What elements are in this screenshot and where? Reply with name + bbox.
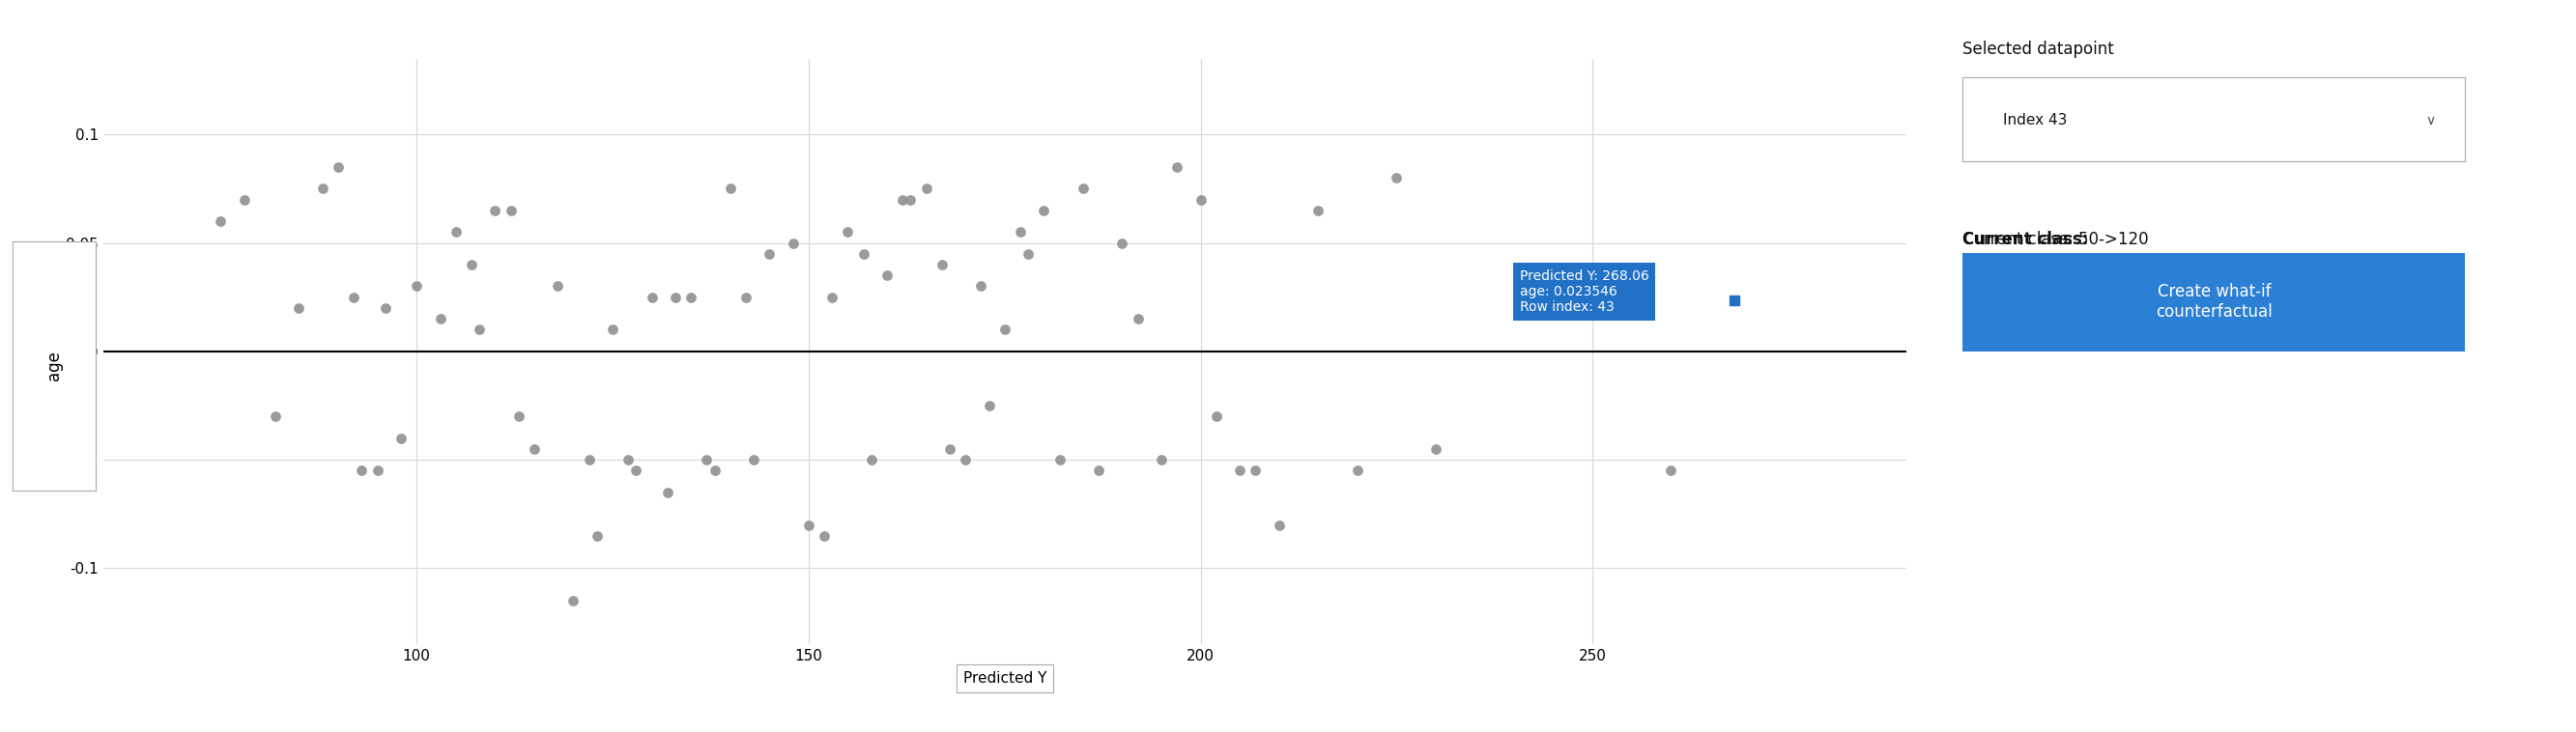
Point bbox=[317, 161, 358, 173]
Point bbox=[788, 519, 829, 531]
Point bbox=[889, 194, 930, 206]
Point bbox=[804, 530, 845, 542]
Text: Current class:: Current class: bbox=[1963, 231, 2089, 248]
Point bbox=[1180, 194, 1221, 206]
Text: Selected datapoint: Selected datapoint bbox=[1963, 40, 2115, 58]
Point bbox=[608, 454, 649, 466]
Point bbox=[381, 433, 422, 444]
Point bbox=[930, 443, 971, 455]
Point bbox=[301, 183, 343, 195]
Point bbox=[999, 226, 1041, 238]
Text: Index 43: Index 43 bbox=[2004, 113, 2066, 128]
Point bbox=[922, 258, 963, 270]
Text: age: age bbox=[46, 351, 62, 381]
Point bbox=[984, 324, 1025, 335]
Point bbox=[332, 291, 374, 303]
Point bbox=[1061, 183, 1103, 195]
Point bbox=[1713, 294, 1754, 306]
Point bbox=[850, 454, 891, 466]
Point bbox=[358, 465, 399, 477]
Point bbox=[1234, 465, 1275, 477]
Point bbox=[420, 313, 461, 325]
Point bbox=[1376, 172, 1417, 184]
Point bbox=[616, 465, 657, 477]
Point bbox=[592, 324, 634, 335]
Point bbox=[1218, 465, 1260, 477]
Point bbox=[201, 215, 242, 227]
Point bbox=[435, 226, 477, 238]
Point bbox=[827, 226, 868, 238]
Point bbox=[726, 291, 768, 303]
Point bbox=[1157, 161, 1198, 173]
Point bbox=[734, 454, 775, 466]
Point bbox=[497, 411, 538, 422]
Point bbox=[811, 291, 853, 303]
Point bbox=[842, 248, 884, 260]
Point bbox=[577, 530, 618, 542]
Point bbox=[489, 204, 531, 216]
Point bbox=[969, 400, 1010, 411]
Point bbox=[907, 183, 948, 195]
Text: ∨: ∨ bbox=[2424, 114, 2434, 127]
Point bbox=[1195, 411, 1236, 422]
Point bbox=[1103, 237, 1144, 249]
Point bbox=[1118, 313, 1159, 325]
Point bbox=[654, 291, 696, 303]
Point bbox=[513, 443, 554, 455]
Point bbox=[685, 454, 726, 466]
Point bbox=[693, 465, 734, 477]
Point bbox=[474, 204, 515, 216]
Point bbox=[397, 280, 438, 292]
Point bbox=[278, 302, 319, 314]
Point bbox=[708, 183, 750, 195]
Point bbox=[647, 487, 688, 498]
Point bbox=[961, 280, 1002, 292]
Point bbox=[750, 248, 791, 260]
Point bbox=[1260, 519, 1301, 531]
Point bbox=[1651, 465, 1692, 477]
Point bbox=[569, 454, 611, 466]
Point bbox=[1414, 443, 1455, 455]
Point bbox=[631, 291, 672, 303]
Text: Create what-if
counterfactual: Create what-if counterfactual bbox=[2156, 283, 2272, 321]
Text: Predicted Y: 268.06
age: 0.023546
Row index: 43: Predicted Y: 268.06 age: 0.023546 Row in… bbox=[1520, 269, 1649, 314]
Text: Current class: 50->120: Current class: 50->120 bbox=[1963, 231, 2148, 248]
Point bbox=[1079, 465, 1121, 477]
Point bbox=[459, 324, 500, 335]
Point bbox=[1141, 454, 1182, 466]
Point bbox=[773, 237, 814, 249]
Point bbox=[1337, 465, 1378, 477]
Point bbox=[255, 411, 296, 422]
Point bbox=[1298, 204, 1340, 216]
Point bbox=[224, 194, 265, 206]
Point bbox=[340, 465, 381, 477]
Point bbox=[1023, 204, 1064, 216]
Point bbox=[554, 595, 595, 607]
X-axis label: Predicted Y: Predicted Y bbox=[963, 671, 1046, 686]
Point bbox=[366, 302, 407, 314]
Point bbox=[538, 280, 580, 292]
Point bbox=[1038, 454, 1079, 466]
Point bbox=[1007, 248, 1048, 260]
Point bbox=[881, 194, 922, 206]
Point bbox=[866, 269, 907, 281]
Point bbox=[451, 258, 492, 270]
Point bbox=[670, 291, 711, 303]
Point bbox=[945, 454, 987, 466]
